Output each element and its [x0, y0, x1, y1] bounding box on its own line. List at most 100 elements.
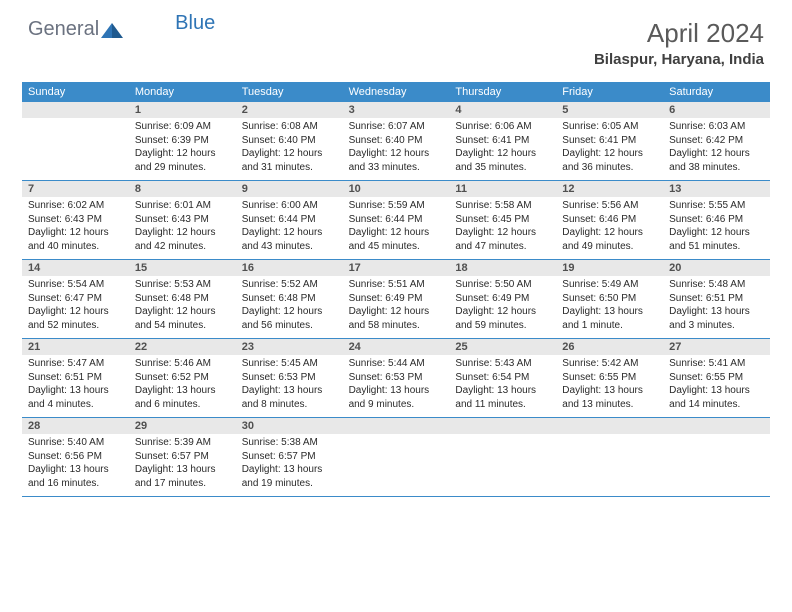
day-details: Sunrise: 5:53 AMSunset: 6:48 PMDaylight:… — [129, 276, 236, 336]
sunset-text: Sunset: 6:40 PM — [349, 134, 444, 148]
sunset-text: Sunset: 6:42 PM — [669, 134, 764, 148]
sunset-text: Sunset: 6:49 PM — [349, 292, 444, 306]
day-number: 15 — [129, 260, 236, 276]
daylight-text: Daylight: 12 hours and 59 minutes. — [455, 305, 550, 332]
sunset-text: Sunset: 6:41 PM — [455, 134, 550, 148]
day-header: Monday — [129, 82, 236, 102]
daylight-text: Daylight: 12 hours and 31 minutes. — [242, 147, 337, 174]
day-details: Sunrise: 6:00 AMSunset: 6:44 PMDaylight:… — [236, 197, 343, 257]
day-cell: 11Sunrise: 5:58 AMSunset: 6:45 PMDayligh… — [449, 181, 556, 259]
sunset-text: Sunset: 6:51 PM — [669, 292, 764, 306]
day-details: Sunrise: 5:44 AMSunset: 6:53 PMDaylight:… — [343, 355, 450, 415]
weeks-container: 1Sunrise: 6:09 AMSunset: 6:39 PMDaylight… — [22, 102, 770, 497]
day-number — [663, 418, 770, 434]
daylight-text: Daylight: 13 hours and 3 minutes. — [669, 305, 764, 332]
day-details: Sunrise: 5:52 AMSunset: 6:48 PMDaylight:… — [236, 276, 343, 336]
day-number: 6 — [663, 102, 770, 118]
day-number: 20 — [663, 260, 770, 276]
day-cell: 27Sunrise: 5:41 AMSunset: 6:55 PMDayligh… — [663, 339, 770, 417]
day-cell: 26Sunrise: 5:42 AMSunset: 6:55 PMDayligh… — [556, 339, 663, 417]
day-cell: 17Sunrise: 5:51 AMSunset: 6:49 PMDayligh… — [343, 260, 450, 338]
daylight-text: Daylight: 12 hours and 45 minutes. — [349, 226, 444, 253]
day-number: 16 — [236, 260, 343, 276]
day-cell: 19Sunrise: 5:49 AMSunset: 6:50 PMDayligh… — [556, 260, 663, 338]
day-cell: 4Sunrise: 6:06 AMSunset: 6:41 PMDaylight… — [449, 102, 556, 180]
day-details: Sunrise: 5:54 AMSunset: 6:47 PMDaylight:… — [22, 276, 129, 336]
sunset-text: Sunset: 6:55 PM — [562, 371, 657, 385]
sunset-text: Sunset: 6:40 PM — [242, 134, 337, 148]
day-details: Sunrise: 6:05 AMSunset: 6:41 PMDaylight:… — [556, 118, 663, 178]
daylight-text: Daylight: 13 hours and 8 minutes. — [242, 384, 337, 411]
day-details: Sunrise: 5:41 AMSunset: 6:55 PMDaylight:… — [663, 355, 770, 415]
calendar: SundayMondayTuesdayWednesdayThursdayFrid… — [22, 82, 770, 497]
day-cell: 18Sunrise: 5:50 AMSunset: 6:49 PMDayligh… — [449, 260, 556, 338]
day-number — [556, 418, 663, 434]
day-number: 13 — [663, 181, 770, 197]
daylight-text: Daylight: 12 hours and 47 minutes. — [455, 226, 550, 253]
day-details: Sunrise: 6:01 AMSunset: 6:43 PMDaylight:… — [129, 197, 236, 257]
day-details: Sunrise: 5:40 AMSunset: 6:56 PMDaylight:… — [22, 434, 129, 494]
day-cell: 29Sunrise: 5:39 AMSunset: 6:57 PMDayligh… — [129, 418, 236, 496]
day-cell: 24Sunrise: 5:44 AMSunset: 6:53 PMDayligh… — [343, 339, 450, 417]
logo-text-2: Blue — [175, 12, 215, 35]
day-number: 27 — [663, 339, 770, 355]
day-cell: 25Sunrise: 5:43 AMSunset: 6:54 PMDayligh… — [449, 339, 556, 417]
week-row: 1Sunrise: 6:09 AMSunset: 6:39 PMDaylight… — [22, 102, 770, 181]
sunrise-text: Sunrise: 5:50 AM — [455, 278, 550, 292]
sunrise-text: Sunrise: 6:07 AM — [349, 120, 444, 134]
location-label: Bilaspur, Haryana, India — [594, 51, 764, 68]
daylight-text: Daylight: 12 hours and 35 minutes. — [455, 147, 550, 174]
day-number: 2 — [236, 102, 343, 118]
day-cell: 21Sunrise: 5:47 AMSunset: 6:51 PMDayligh… — [22, 339, 129, 417]
sunrise-text: Sunrise: 5:49 AM — [562, 278, 657, 292]
daylight-text: Daylight: 13 hours and 6 minutes. — [135, 384, 230, 411]
sunset-text: Sunset: 6:53 PM — [349, 371, 444, 385]
daylight-text: Daylight: 12 hours and 42 minutes. — [135, 226, 230, 253]
sunrise-text: Sunrise: 5:53 AM — [135, 278, 230, 292]
day-cell: 20Sunrise: 5:48 AMSunset: 6:51 PMDayligh… — [663, 260, 770, 338]
sunrise-text: Sunrise: 6:00 AM — [242, 199, 337, 213]
sunset-text: Sunset: 6:41 PM — [562, 134, 657, 148]
daylight-text: Daylight: 12 hours and 33 minutes. — [349, 147, 444, 174]
sunset-text: Sunset: 6:55 PM — [669, 371, 764, 385]
daylight-text: Daylight: 13 hours and 4 minutes. — [28, 384, 123, 411]
day-number: 24 — [343, 339, 450, 355]
sunset-text: Sunset: 6:56 PM — [28, 450, 123, 464]
day-number: 8 — [129, 181, 236, 197]
sunset-text: Sunset: 6:57 PM — [242, 450, 337, 464]
daylight-text: Daylight: 13 hours and 9 minutes. — [349, 384, 444, 411]
day-details: Sunrise: 6:07 AMSunset: 6:40 PMDaylight:… — [343, 118, 450, 178]
day-details: Sunrise: 5:46 AMSunset: 6:52 PMDaylight:… — [129, 355, 236, 415]
daylight-text: Daylight: 12 hours and 38 minutes. — [669, 147, 764, 174]
day-details: Sunrise: 5:51 AMSunset: 6:49 PMDaylight:… — [343, 276, 450, 336]
daylight-text: Daylight: 12 hours and 49 minutes. — [562, 226, 657, 253]
daylight-text: Daylight: 12 hours and 56 minutes. — [242, 305, 337, 332]
sunrise-text: Sunrise: 5:41 AM — [669, 357, 764, 371]
sunrise-text: Sunrise: 6:05 AM — [562, 120, 657, 134]
day-details: Sunrise: 5:43 AMSunset: 6:54 PMDaylight:… — [449, 355, 556, 415]
day-cell: 3Sunrise: 6:07 AMSunset: 6:40 PMDaylight… — [343, 102, 450, 180]
sunrise-text: Sunrise: 5:44 AM — [349, 357, 444, 371]
sunset-text: Sunset: 6:53 PM — [242, 371, 337, 385]
day-number: 29 — [129, 418, 236, 434]
title-block: April 2024 Bilaspur, Haryana, India — [594, 18, 764, 68]
day-cell: 7Sunrise: 6:02 AMSunset: 6:43 PMDaylight… — [22, 181, 129, 259]
sunset-text: Sunset: 6:54 PM — [455, 371, 550, 385]
daylight-text: Daylight: 13 hours and 14 minutes. — [669, 384, 764, 411]
week-row: 28Sunrise: 5:40 AMSunset: 6:56 PMDayligh… — [22, 418, 770, 497]
day-details: Sunrise: 5:45 AMSunset: 6:53 PMDaylight:… — [236, 355, 343, 415]
day-cell — [343, 418, 450, 496]
day-cell: 23Sunrise: 5:45 AMSunset: 6:53 PMDayligh… — [236, 339, 343, 417]
sunset-text: Sunset: 6:48 PM — [135, 292, 230, 306]
day-details: Sunrise: 5:38 AMSunset: 6:57 PMDaylight:… — [236, 434, 343, 494]
daylight-text: Daylight: 12 hours and 58 minutes. — [349, 305, 444, 332]
day-cell: 8Sunrise: 6:01 AMSunset: 6:43 PMDaylight… — [129, 181, 236, 259]
daylight-text: Daylight: 12 hours and 36 minutes. — [562, 147, 657, 174]
sunset-text: Sunset: 6:43 PM — [28, 213, 123, 227]
sunrise-text: Sunrise: 6:08 AM — [242, 120, 337, 134]
sunrise-text: Sunrise: 6:01 AM — [135, 199, 230, 213]
day-number: 5 — [556, 102, 663, 118]
day-details: Sunrise: 5:58 AMSunset: 6:45 PMDaylight:… — [449, 197, 556, 257]
day-header: Saturday — [663, 82, 770, 102]
daylight-text: Daylight: 13 hours and 16 minutes. — [28, 463, 123, 490]
